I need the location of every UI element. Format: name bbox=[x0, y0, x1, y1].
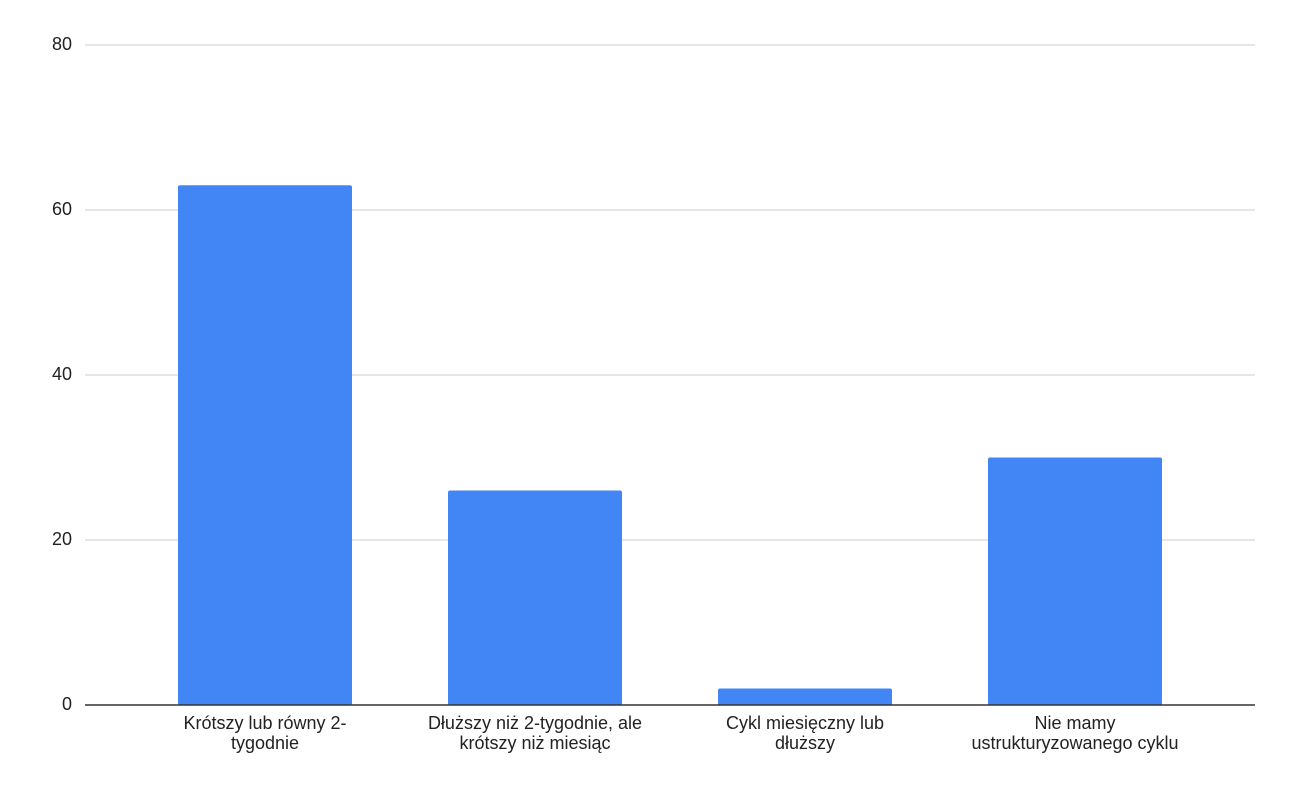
x-tick-label: Krótszy lub równy 2-tygodnie bbox=[183, 713, 347, 753]
bar bbox=[448, 490, 622, 705]
y-tick-label: 20 bbox=[52, 529, 72, 549]
x-tick-label: Dłuższy niż 2-tygodnie, ale krótszy niż … bbox=[427, 713, 643, 753]
bar bbox=[718, 688, 892, 705]
y-tick-label: 40 bbox=[52, 364, 72, 384]
x-tick-label: Nie mamy ustrukturyzowanego cyklu bbox=[971, 713, 1179, 753]
y-tick-label: 0 bbox=[62, 694, 72, 714]
bar bbox=[988, 457, 1162, 705]
x-tick-label: Cykl miesięczny lub dłuższy bbox=[725, 713, 885, 753]
y-tick-label: 60 bbox=[52, 199, 72, 219]
bar bbox=[178, 185, 352, 705]
y-tick-label: 80 bbox=[52, 34, 72, 54]
